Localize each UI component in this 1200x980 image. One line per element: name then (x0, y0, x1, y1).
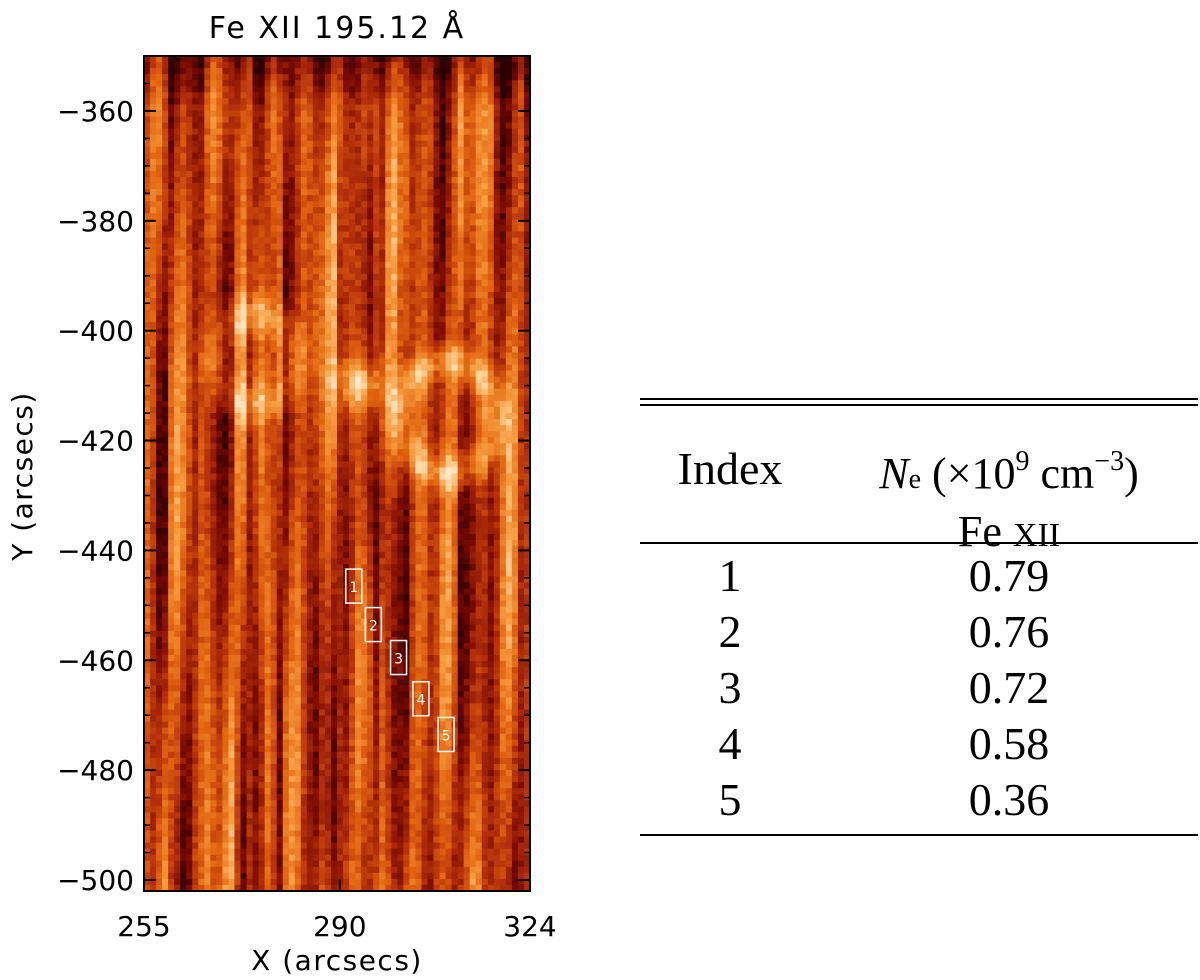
analysis-box-outline (364, 606, 383, 643)
row-index: 1 (718, 550, 742, 601)
density-unit-a: (×10 (932, 449, 1016, 498)
y-axis-label: Y (arcsecs) (6, 391, 39, 562)
row-density: 0.58 (968, 718, 1050, 769)
table-body: 1 0.79 2 0.76 3 0.72 4 0.58 5 0.36 (640, 544, 1198, 834)
x-axis: 255 290 324 (117, 879, 557, 943)
header-index: Index (677, 443, 783, 494)
table-row: 3 0.72 (640, 660, 1198, 716)
plot-frame (143, 55, 531, 892)
x-axis-label: X (arcsecs) (251, 944, 423, 977)
row-index: 4 (718, 718, 742, 769)
analysis-boxes: 1 2 3 4 5 (345, 568, 455, 753)
y-tick-label: −400 (57, 315, 134, 348)
y-tick-label: −460 (57, 644, 134, 677)
density-symbol: N (879, 449, 909, 498)
chart-title: Fe XII 195.12 Å (209, 10, 465, 46)
table-mid-rule (640, 542, 1198, 544)
table-header: Index Ne (×109 cm−3) Fe XII (640, 406, 1198, 556)
density-subscript: e (908, 464, 922, 495)
row-density: 0.36 (968, 774, 1050, 825)
header-density: Ne (×109 cm−3) Fe XII (820, 406, 1198, 556)
x-tick-label: 324 (503, 910, 556, 943)
analysis-box-outline (437, 716, 455, 753)
intensity-heatmap (144, 56, 531, 892)
table-row: 1 0.79 (640, 548, 1198, 604)
row-density: 0.72 (968, 662, 1050, 713)
row-index: 5 (718, 774, 742, 825)
row-density: 0.79 (968, 550, 1050, 601)
y-tick-label: −420 (57, 425, 134, 458)
y-tick-label: −500 (57, 864, 134, 897)
analysis-box-outline (412, 680, 430, 717)
density-unit-b: cm (1040, 449, 1095, 498)
density-unit-c: ) (1124, 449, 1139, 498)
ion-stage: XII (1012, 517, 1061, 554)
density-table: Index Ne (×109 cm−3) Fe XII 1 0.79 2 0.76 … (640, 398, 1198, 836)
header-density-quantity: Ne (×109 cm−3) (820, 436, 1198, 506)
analysis-box-label: 3 (394, 652, 403, 668)
analysis-box-label: 4 (416, 693, 425, 709)
y-tick-label: −380 (57, 205, 134, 238)
analysis-box-label: 1 (349, 580, 358, 596)
row-density: 0.76 (968, 606, 1050, 657)
density-exponent-1: 9 (1015, 446, 1030, 477)
row-index: 3 (718, 662, 742, 713)
table-row: 5 0.36 (640, 772, 1198, 828)
analysis-box-outline (389, 639, 408, 676)
table-row: 4 0.58 (640, 716, 1198, 772)
table-bottom-rule (640, 834, 1198, 836)
analysis-box: 5 (437, 716, 455, 753)
density-exponent-2: −3 (1094, 446, 1125, 477)
header-ion: Fe XII (820, 506, 1198, 562)
row-index: 2 (718, 606, 742, 657)
table-row: 2 0.76 (640, 604, 1198, 660)
analysis-box: 4 (412, 680, 430, 717)
table-top-rule (640, 398, 1198, 406)
x-tick-label: 255 (117, 910, 170, 943)
analysis-box-label: 5 (442, 728, 451, 744)
analysis-box: 1 (345, 568, 363, 604)
analysis-box: 3 (389, 639, 408, 676)
y-tick-label: −440 (57, 534, 134, 567)
y-tick-label: −360 (57, 95, 134, 128)
analysis-box-outline (345, 568, 363, 604)
y-axis: −360 −380 −400 −420 −440 −460 −480 −500 (57, 82, 530, 897)
y-tick-label: −480 (57, 754, 134, 787)
x-tick-label: 290 (313, 910, 366, 943)
ion-element: Fe (957, 507, 1002, 556)
analysis-box: 2 (364, 606, 383, 643)
analysis-box-label: 2 (369, 619, 378, 635)
